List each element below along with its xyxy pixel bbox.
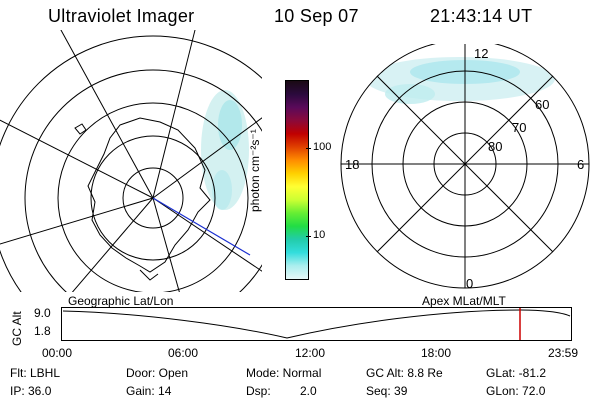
colorbar-tick-10: 10 [313,229,326,241]
mlt-label-0: 0 [466,276,474,291]
glat-info: GLat: -81.2 [486,366,547,380]
mode-info: Mode: Normal [246,366,322,380]
altitude-axis-label: GC Alt [10,311,24,346]
mlt-label-12: 12 [474,46,489,61]
date-label: 10 Sep 07 [274,6,359,26]
colorbar-tick-100: 100 [313,141,332,153]
colorbar-tickmark-100 [306,148,311,149]
time-tick-1800: 18:00 [421,346,452,360]
seq-info: Seq: 39 [366,384,408,398]
dsp-label: Dsp: [246,384,271,398]
altitude-tick-high: 9.0 [34,306,51,320]
glon-info: GLon: 72.0 [486,384,546,398]
gc-alt-info: GC Alt: 8.8 Re [366,366,443,380]
time-tick-2359: 23:59 [548,346,579,360]
app-title: Ultraviolet Imager [48,6,195,26]
mlat-label-70: 70 [512,120,527,135]
aurora-emission-left [201,90,249,210]
time-label: 21:43:14 UT [430,6,533,26]
magnetic-polar-plot [340,44,590,289]
geographic-map [0,30,262,292]
time-tick-1200: 12:00 [295,346,326,360]
colorbar [285,80,309,280]
time-tick-0000: 00:00 [42,346,73,360]
colorbar-tickmark-10 [306,236,311,237]
colorbar-unit-label: photon cm⁻²s⁻¹ [248,129,262,212]
mlat-label-60: 60 [535,97,550,112]
antarctica-coastline [87,117,211,273]
ip-info: IP: 36.0 [10,384,52,398]
ground-track [152,197,251,256]
time-tick-0600: 06:00 [168,346,199,360]
mlat-label-80: 80 [488,139,503,154]
left-map-caption: Geographic Lat/Lon [68,294,174,308]
filter-info: Flt: LBHL [10,366,61,380]
right-map-caption: Apex MLat/MLT [422,294,506,308]
mlt-label-18: 18 [345,157,360,172]
altitude-plot [61,307,572,341]
aurora-emission-right [365,57,555,104]
gain-info: Gain: 14 [126,384,172,398]
mlt-label-6: 6 [577,157,585,172]
altitude-tick-low: 1.8 [34,324,51,338]
dsp-value: 2.0 [300,384,317,398]
door-info: Door: Open [126,366,189,380]
